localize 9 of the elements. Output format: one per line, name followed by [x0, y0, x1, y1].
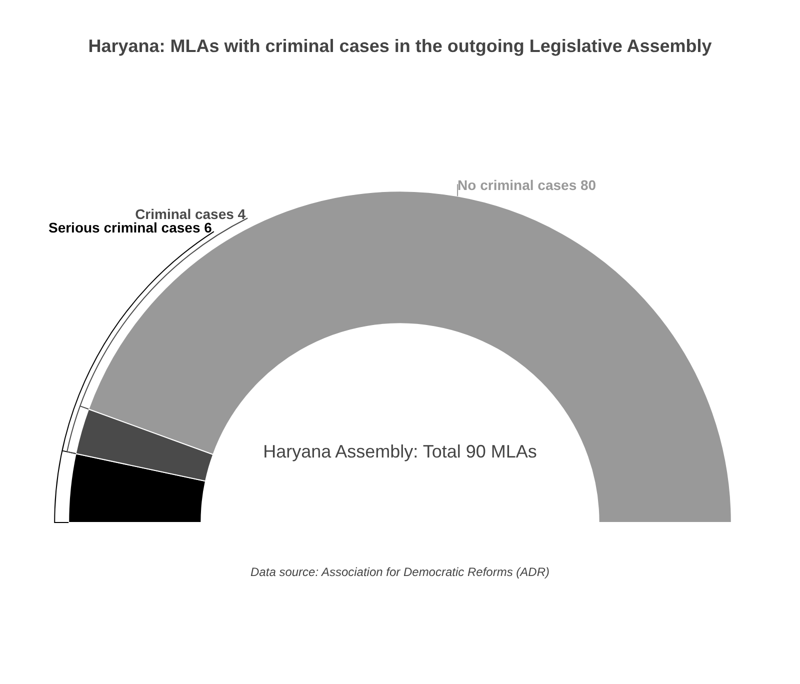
data-label: 80	[580, 176, 596, 193]
slice-label: Criminal cases	[135, 206, 238, 222]
slice-label: Serious criminal cases	[48, 219, 204, 236]
data-label: 4	[238, 206, 246, 222]
text: Haryana Assembly: Total 90 MLAs	[263, 441, 537, 462]
slice-label: No criminal cases	[458, 176, 580, 193]
chart-title: Haryana: MLAs with criminal cases in the outgoing Legislative Assembly	[88, 36, 712, 56]
data-label: 6	[204, 219, 212, 236]
source-note: Data source: Association for Democratic Reforms (ADR)	[250, 564, 550, 579]
